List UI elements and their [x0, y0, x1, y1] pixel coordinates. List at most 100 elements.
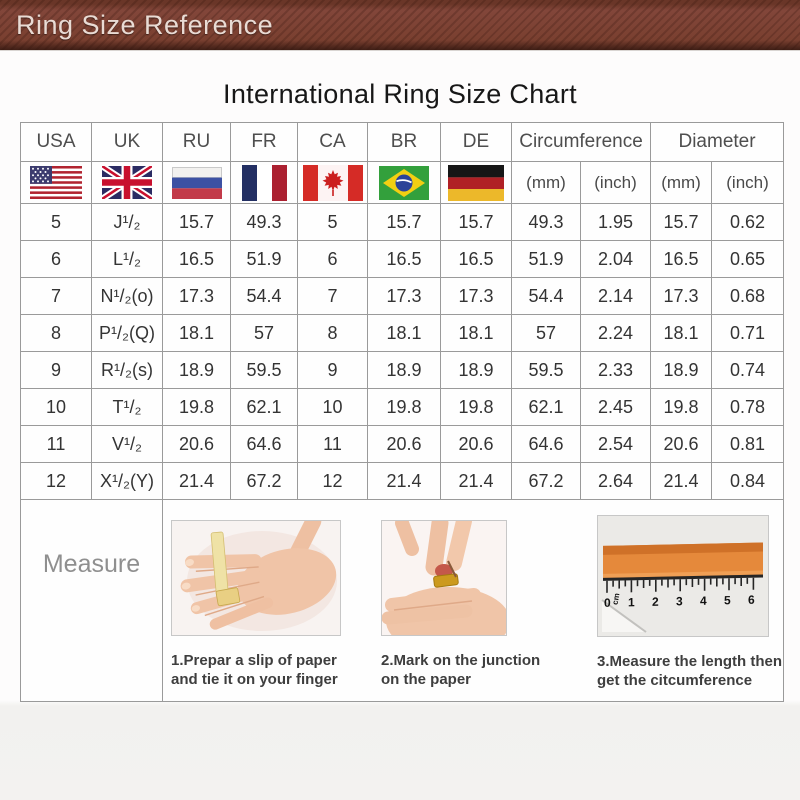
measure-label: Measure [20, 499, 163, 702]
cell-circ_inch: 2.54 [579, 425, 652, 463]
cell-fr: 54.4 [230, 277, 298, 315]
cell-ru: 21.4 [162, 462, 231, 500]
cell-usa: 6 [20, 240, 92, 278]
col-header-ca: CA [297, 122, 368, 162]
col-header-uk: UK [91, 122, 163, 162]
measure-step-3: 0 cm 1 2 3 4 5 6 [597, 515, 782, 690]
cell-de: 18.1 [440, 314, 512, 352]
cell-br: 19.8 [367, 388, 441, 426]
step-2-caption: 2.Mark on the junction on the paper [381, 652, 541, 689]
svg-text:0: 0 [604, 596, 611, 610]
cell-uk: N¹/₂(o) [91, 277, 163, 315]
cell-circ_mm: 54.4 [511, 277, 581, 315]
table-row: 8 P¹/₂(Q) 18.1 57 8 18.1 18.1 57 2.24 18.1 0.71 [20, 314, 785, 352]
cell-ru: 19.8 [162, 388, 231, 426]
cell-dia_inch: 0.68 [711, 277, 785, 315]
col-header-fr: FR [230, 122, 298, 162]
cell-dia_inch: 0.84 [711, 462, 785, 500]
measure-steps: 1.Prepar a slip of paper and tie it on y… [163, 500, 783, 690]
flag-row: (mm) (inch) (mm) (inch) [20, 161, 785, 204]
cell-circ_mm: 62.1 [511, 388, 581, 426]
col-header-diameter: Diameter [650, 122, 785, 162]
de-flag-icon [448, 164, 504, 201]
dia-mm-header: (mm) [650, 161, 713, 204]
table-row: 9 R¹/₂(s) 18.9 59.5 9 18.9 18.9 59.5 2.33 18.9 0.7… [20, 351, 785, 389]
cell-dia_inch: 0.74 [711, 351, 785, 389]
cell-circ_inch: 2.64 [579, 462, 652, 500]
cell-dia_inch: 0.71 [711, 314, 785, 352]
cell-ca: 10 [297, 388, 368, 426]
cell-ca: 9 [297, 351, 368, 389]
circ-inch-header: (inch) [579, 161, 652, 204]
cell-ca: 12 [297, 462, 368, 500]
cell-circ_inch: 2.04 [579, 240, 652, 278]
cell-fr: 57 [230, 314, 298, 352]
col-header-usa: USA [20, 122, 92, 162]
cell-de: 16.5 [440, 240, 512, 278]
cell-uk: X¹/₂(Y) [91, 462, 163, 500]
header-bar: Ring Size Reference [0, 0, 800, 50]
cell-uk: T¹/₂ [91, 388, 163, 426]
table-row: 10 T¹/₂ 19.8 62.1 10 19.8 19.8 62.1 2.45 19.8 0.78 [20, 388, 785, 426]
cell-fr: 49.3 [230, 203, 298, 241]
cell-br: 18.9 [367, 351, 441, 389]
col-header-circumference: Circumference [510, 122, 652, 162]
measure-step-2: 2.Mark on the junction on the paper [381, 520, 540, 689]
cell-de: 20.6 [440, 425, 512, 463]
table-row: 11 V¹/₂ 20.6 64.6 11 20.6 20.6 64.6 2.54 20.6 0.81 [20, 425, 785, 463]
fr-flag-icon [241, 164, 287, 201]
cell-fr: 64.6 [230, 425, 298, 463]
hand-with-paper-strip-illustration [172, 521, 340, 635]
cell-br: 15.7 [367, 203, 441, 241]
cell-uk: P¹/₂(Q) [91, 314, 163, 352]
ru-flag-icon [171, 166, 222, 199]
step-1-caption: 1.Prepar a slip of paper and tie it on y… [171, 652, 338, 689]
cell-circ_inch: 2.14 [579, 277, 652, 315]
cell-circ_mm: 67.2 [511, 462, 581, 500]
cell-br: 17.3 [367, 277, 441, 315]
cell-dia_mm: 15.7 [650, 203, 713, 241]
cell-br: 16.5 [367, 240, 441, 278]
cell-dia_mm: 16.5 [650, 240, 713, 278]
cell-ca: 7 [297, 277, 368, 315]
cell-fr: 51.9 [230, 240, 298, 278]
table-row: 6 L¹/₂ 16.5 51.9 6 16.5 16.5 51.9 2.04 16.5 0.65 [20, 240, 785, 278]
col-header-de: DE [440, 122, 512, 162]
cell-de: 18.9 [440, 351, 512, 389]
cell-circ_mm: 64.6 [511, 425, 581, 463]
cell-ca: 5 [297, 203, 368, 241]
cell-br: 18.1 [367, 314, 441, 352]
cell-dia_mm: 17.3 [650, 277, 713, 315]
cell-usa: 9 [20, 351, 92, 389]
cell-circ_inch: 2.24 [579, 314, 652, 352]
table-row: 7 N¹/₂(o) 17.3 54.4 7 17.3 17.3 54.4 2.14 17.3 0.6… [20, 277, 785, 315]
cell-ru: 20.6 [162, 425, 231, 463]
cell-circ_inch: 2.45 [579, 388, 652, 426]
cell-usa: 11 [20, 425, 92, 463]
cell-ca: 6 [297, 240, 368, 278]
dia-inch-header: (inch) [711, 161, 785, 204]
svg-text:3: 3 [676, 594, 683, 608]
cell-br: 20.6 [367, 425, 441, 463]
cell-usa: 8 [20, 314, 92, 352]
cell-dia_inch: 0.65 [711, 240, 785, 278]
svg-text:5: 5 [724, 593, 731, 607]
cell-uk: R¹/₂(s) [91, 351, 163, 389]
cell-ca: 11 [297, 425, 368, 463]
svg-text:4: 4 [700, 594, 707, 608]
circ-mm-header: (mm) [511, 161, 581, 204]
step-3-caption: 3.Measure the length then get the citcum… [597, 653, 783, 690]
header-bar-title: Ring Size Reference [16, 9, 274, 40]
cell-usa: 5 [20, 203, 92, 241]
cell-dia_mm: 21.4 [650, 462, 713, 500]
col-header-br: BR [367, 122, 441, 162]
cell-uk: J¹/₂ [91, 203, 163, 241]
col-header-ru: RU [162, 122, 231, 162]
cell-dia_inch: 0.62 [711, 203, 785, 241]
usa-flag-icon [30, 166, 82, 199]
table-row: 5 J¹/₂ 15.7 49.3 5 15.7 15.7 49.3 1.95 15.7 0.62 [20, 203, 785, 241]
hands-marking-paper-illustration [382, 521, 506, 635]
country-code-header-row: USA UK RU FR CA BR DE Circumference Diam… [20, 122, 785, 162]
page-title: International Ring Size Chart [223, 79, 577, 109]
cell-usa: 7 [20, 277, 92, 315]
